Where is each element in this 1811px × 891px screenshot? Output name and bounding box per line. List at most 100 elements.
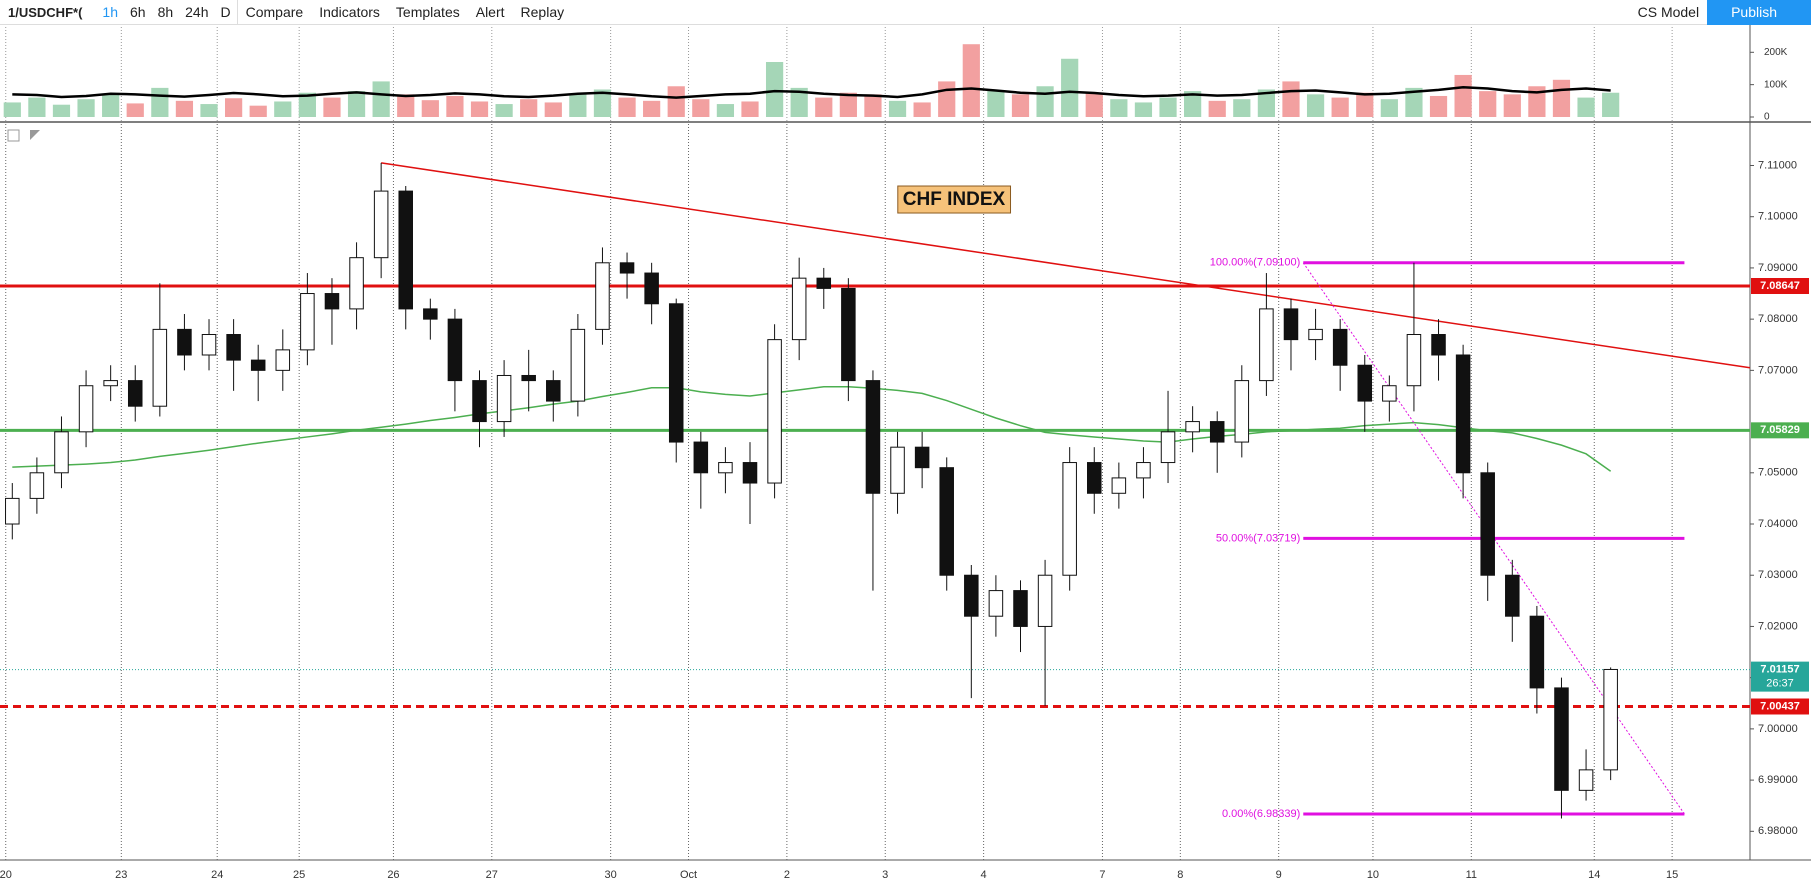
toolbar-button[interactable]: Templates	[395, 4, 460, 20]
candle-body	[349, 257, 364, 310]
toolbar-button[interactable]: Compare	[245, 4, 304, 20]
candle-body	[275, 349, 291, 371]
volume-tick-label: 200K	[1764, 47, 1788, 58]
candle-body	[718, 462, 733, 474]
volume-bar	[839, 92, 857, 117]
x-tick-label: 10	[1367, 869, 1379, 881]
candle-body	[5, 497, 20, 525]
candle-body	[668, 303, 684, 443]
candle-body	[1259, 308, 1274, 382]
symbol[interactable]: 1/USDCHF*(	[8, 4, 83, 20]
toolbar-button[interactable]: Alert	[475, 4, 505, 20]
y-tick-label: 7.05000	[1758, 467, 1798, 479]
candle-body	[1013, 590, 1028, 627]
level-label-box	[1751, 278, 1809, 295]
candle-body	[1603, 668, 1618, 771]
volume-bar	[1110, 99, 1128, 117]
volume-bar	[1085, 92, 1103, 117]
candle-body	[1505, 574, 1520, 617]
layout-name[interactable]: CS Model	[1637, 4, 1700, 20]
last-price-box	[1751, 661, 1809, 692]
candle-body	[54, 431, 69, 474]
volume-bar	[347, 91, 366, 117]
toolbar-button[interactable]: Replay	[520, 4, 565, 20]
interval-button[interactable]: D	[220, 4, 231, 20]
volume-bar	[77, 99, 95, 117]
volume-bar	[1134, 102, 1153, 117]
candle-body	[1037, 574, 1053, 627]
candle-body	[1111, 477, 1127, 494]
candle-body	[1087, 462, 1102, 494]
y-tick-label: 7.08000	[1758, 313, 1798, 325]
volume-bar	[962, 44, 980, 117]
candle-body	[1431, 334, 1446, 356]
volume-bar	[298, 92, 316, 117]
candle-body	[177, 328, 192, 356]
buttons: Compare Indicators Templates Alert Replay	[238, 4, 573, 20]
volume-bar	[692, 99, 710, 117]
trend-line	[381, 162, 1751, 369]
toolbar-button[interactable]: Indicators	[319, 4, 380, 20]
candle-body	[841, 287, 856, 382]
volume-bar	[1233, 99, 1251, 117]
interval-button[interactable]: 6h	[129, 4, 146, 20]
candle-body	[226, 334, 241, 361]
candle-body	[300, 293, 315, 351]
volume-bar	[470, 101, 489, 117]
candle-body	[78, 385, 94, 433]
candle-body	[693, 441, 709, 474]
x-tick-label: 23	[115, 869, 127, 881]
candle-body	[767, 339, 782, 484]
volume-bar	[495, 104, 513, 117]
volume-bar	[274, 101, 292, 117]
volume-bar	[421, 100, 439, 117]
volume-bar	[520, 99, 538, 117]
interval-button[interactable]: 8h	[157, 4, 174, 20]
candle-body	[1283, 308, 1299, 341]
volume-bar	[1552, 79, 1571, 117]
candle-body	[1357, 364, 1373, 402]
chart: 20 23 24 25 26 27 30 Oct 2 3 4 7 8 9 10 11 14 156.980006.…	[0, 25, 1811, 881]
candle-body	[1455, 354, 1471, 474]
volume-tick-label: 0	[1764, 112, 1770, 123]
interval-button[interactable]: 1h	[102, 4, 118, 20]
volume-bar	[815, 97, 833, 117]
candle-body	[890, 446, 905, 494]
y-tick-label: 7.04000	[1758, 518, 1798, 530]
separator	[236, 0, 238, 25]
volume-bar	[643, 100, 661, 117]
y-tick-label: 7.11000	[1758, 159, 1797, 171]
candle-body	[423, 308, 438, 320]
level-label: 7.08647	[1760, 280, 1800, 292]
volume-bar	[618, 97, 636, 117]
candle-body	[1234, 380, 1250, 443]
volume-bar	[1356, 92, 1374, 117]
level-label: 7.00437	[1760, 700, 1800, 712]
candle-body	[496, 374, 512, 423]
candle-body	[1529, 615, 1545, 689]
x-tick-label: 14	[1588, 869, 1600, 881]
y-tick-label: 7.02000	[1758, 620, 1798, 632]
interval-button[interactable]: 24h	[185, 4, 209, 20]
candle-body	[865, 380, 881, 494]
candle-body	[816, 277, 832, 289]
volume-bar	[1282, 81, 1300, 117]
candle-body	[324, 293, 340, 310]
candle-body	[1308, 328, 1323, 341]
volume-bar	[1380, 99, 1398, 117]
publish-button[interactable]: Publish	[1707, 0, 1811, 25]
fib-level-label: 0.00%(6.98339)	[1222, 808, 1300, 820]
x-tick-label: 8	[1177, 869, 1183, 881]
candle-body	[914, 446, 930, 469]
volume-bar	[716, 104, 735, 117]
volume-bar	[1011, 94, 1030, 117]
candle-body	[1136, 462, 1151, 479]
volume-bar	[446, 95, 464, 117]
candle-body	[964, 574, 979, 617]
toolbar: 1/USDCHF*( 1h 6h 8h 24h D Compare Indicators T…	[0, 0, 1811, 25]
countdown-label: 26:37	[1766, 678, 1794, 690]
volume-bar	[987, 91, 1005, 117]
volume-bar	[1036, 86, 1054, 117]
x-tick-label: 4	[981, 869, 987, 881]
volume-bar	[1479, 91, 1497, 117]
